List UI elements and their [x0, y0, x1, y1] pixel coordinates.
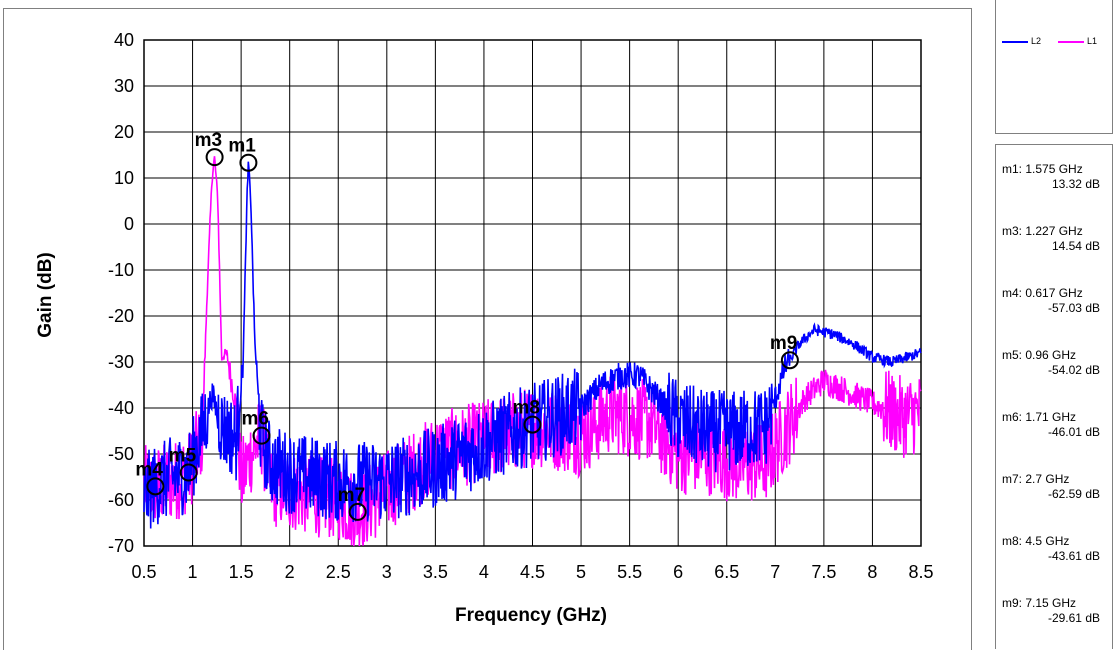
- legend-swatch-l2: [1002, 40, 1028, 43]
- series-layer: [143, 156, 922, 547]
- marker-label-m6: m6: [242, 409, 269, 430]
- x-tick-label: 6.5: [714, 562, 739, 582]
- marker-circle-m5: [179, 463, 198, 482]
- marker-readout-freq: m3: 1.227 GHz: [1002, 224, 1083, 238]
- legend-label-l2: L2: [1031, 36, 1042, 46]
- marker-label-m8: m8: [513, 398, 540, 419]
- marker-readout-m3: m3: 1.227 GHz 14.54 dB: [996, 224, 1110, 254]
- x-tick-label: 1: [188, 562, 198, 582]
- marker-readout-m5: m5: 0.96 GHz -54.02 dB: [996, 348, 1110, 378]
- marker-readout-freq: m6: 1.71 GHz: [1002, 410, 1077, 424]
- x-tick-label: 3: [382, 562, 392, 582]
- marker-circle-m6: [252, 426, 271, 445]
- marker-label-m3: m3: [195, 130, 222, 151]
- y-tick-label: 0: [124, 214, 134, 234]
- x-tick-label: 5.5: [617, 562, 642, 582]
- x-tick-label: 7.5: [811, 562, 836, 582]
- x-tick-label: 4.5: [520, 562, 545, 582]
- x-tick-label: 0.5: [131, 562, 156, 582]
- series-line-l2: [143, 161, 922, 529]
- marker-readout-gain: -29.61 dB: [1047, 611, 1100, 625]
- marker-readout-gain: 14.54 dB: [1051, 239, 1100, 253]
- gain-plot: m1 m3 m4 m5 m6 m7 m8 m9 0.5 1 1.5 2 2.5 3 3.5 4 4.5 5 5.5…: [35, 30, 934, 626]
- marker-circle-m9: [780, 351, 799, 370]
- marker-readout-freq: m4: 0.617 GHz: [1002, 286, 1083, 300]
- y-tick-label: 30: [114, 76, 134, 96]
- marker-readout-m7: m7: 2.7 GHz -62.59 dB: [996, 472, 1110, 502]
- marker-readout-gain: -57.03 dB: [1047, 301, 1100, 315]
- tick-layer: 0.5 1 1.5 2 2.5 3 3.5 4 4.5 5 5.5 6 6.5 7 7.5 8 8.5 40 30 2…: [108, 30, 934, 582]
- x-tick-label: 2.5: [326, 562, 351, 582]
- x-tick-label: 1.5: [229, 562, 254, 582]
- y-tick-label: -70: [108, 536, 134, 556]
- x-axis-title: Frequency (GHz): [455, 605, 607, 626]
- marker-layer: m1 m3 m4 m5 m6 m7 m8 m9: [135, 130, 799, 521]
- x-tick-label: 8: [867, 562, 877, 582]
- legend-entry-l1: L1: [1058, 36, 1097, 46]
- x-tick-label: 2: [285, 562, 295, 582]
- marker-circle-m8: [523, 415, 542, 434]
- marker-readout-freq: m7: 2.7 GHz: [1002, 472, 1070, 486]
- y-tick-label: -60: [108, 490, 134, 510]
- y-tick-label: -30: [108, 352, 134, 372]
- x-tick-label: 8.5: [908, 562, 933, 582]
- y-tick-label: -40: [108, 398, 134, 418]
- marker-label-m5: m5: [169, 445, 197, 466]
- chart-frame: m1 m3 m4 m5 m6 m7 m8 m9 0.5 1 1.5 2 2.5 3 3.5 4 4.5 5 5.5…: [3, 8, 972, 650]
- marker-readout-freq: m1: 1.575 GHz: [1002, 162, 1083, 176]
- marker-readout-m4: m4: 0.617 GHz -57.03 dB: [996, 286, 1110, 316]
- marker-readout-panel: m1: 1.575 GHz 13.32 dB m3: 1.227 GHz 14.54 …: [995, 144, 1113, 649]
- marker-readout-m9: m9: 7.15 GHz -29.61 dB: [996, 596, 1110, 626]
- marker-readout-freq: m5: 0.96 GHz: [1002, 348, 1077, 362]
- marker-label-m4: m4: [135, 459, 163, 480]
- marker-readout-gain: -54.02 dB: [1047, 363, 1100, 377]
- x-tick-label: 3.5: [423, 562, 448, 582]
- marker-label-m1: m1: [228, 136, 256, 157]
- legend-swatch-l1: [1058, 40, 1084, 43]
- x-tick-label: 4: [479, 562, 489, 582]
- marker-label-m9: m9: [770, 333, 797, 354]
- marker-circle-m4: [146, 477, 165, 496]
- x-tick-label: 5: [576, 562, 586, 582]
- marker-readout-gain: -62.59 dB: [1047, 487, 1100, 501]
- marker-readout-m1: m1: 1.575 GHz 13.32 dB: [996, 162, 1110, 192]
- marker-readout-m8: m8: 4.5 GHz -43.61 dB: [996, 534, 1110, 564]
- y-tick-label: 10: [114, 168, 134, 188]
- y-tick-label: -10: [108, 260, 134, 280]
- x-tick-label: 7: [770, 562, 780, 582]
- marker-readout-freq: m9: 7.15 GHz: [1002, 596, 1077, 610]
- y-tick-label: 20: [114, 122, 134, 142]
- plot-border: [143, 39, 922, 547]
- legend-label-l1: L1: [1087, 36, 1098, 46]
- marker-readout-m6: m6: 1.71 GHz -46.01 dB: [996, 410, 1110, 440]
- marker-circle-m1: [239, 153, 258, 172]
- marker-label-m7: m7: [338, 485, 365, 506]
- marker-readout-gain: -46.01 dB: [1047, 425, 1100, 439]
- y-tick-label: -20: [108, 306, 134, 326]
- y-tick-label: 40: [114, 30, 134, 50]
- marker-readout-gain: 13.32 dB: [1051, 177, 1100, 191]
- marker-circle-m3: [205, 148, 224, 167]
- grid: [143, 39, 922, 547]
- marker-circle-m7: [348, 502, 367, 521]
- legend: L2 L1: [995, 0, 1113, 134]
- y-axis-title: Gain (dB): [35, 252, 56, 338]
- y-tick-label: -50: [108, 444, 134, 464]
- legend-entry-l2: L2: [1002, 36, 1041, 46]
- marker-readout-freq: m8: 4.5 GHz: [1002, 534, 1070, 548]
- marker-readout-gain: -43.61 dB: [1047, 549, 1100, 563]
- x-tick-label: 6: [673, 562, 683, 582]
